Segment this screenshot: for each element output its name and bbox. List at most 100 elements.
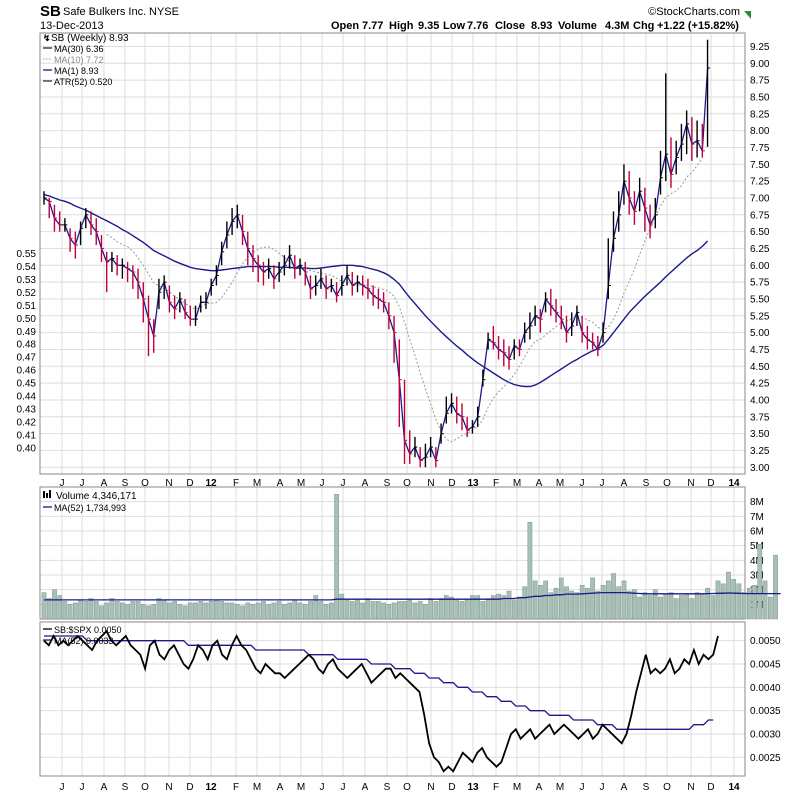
volume-bar [391,602,397,620]
price-marks [43,39,711,468]
volume-bar [585,587,590,620]
month-tick-label: J [80,782,85,793]
stockcharts-brand: ©StockCharts.com [648,6,740,18]
month-tick-label: 12 [205,478,217,489]
ratio-tick-label: 0.0030 [750,730,781,741]
month-tick-label: J [320,782,325,793]
price-x-axis: J J A S O N D 12 F M A M J J A S O N D 13 F M A M J J A S O N D 14 [60,478,740,489]
volume-bar [67,604,73,620]
price-tick-label: 7.50 [750,160,770,171]
month-tick-label: A [621,782,628,793]
ratio-marks [43,629,719,773]
volume-bar [689,598,695,620]
volume-bar [611,573,616,620]
high-label: High [389,20,414,32]
volume-bar [376,601,381,620]
month-tick-label: J [600,478,605,489]
volume-bar [464,599,470,620]
volume-title: Volume 4,346,171 [56,491,137,502]
month-tick-label: J [60,782,65,793]
volume-bar [302,604,308,620]
volume-bar [172,601,177,620]
month-tick-label: A [101,478,108,489]
volume-bar [250,604,256,620]
volume-bar [423,604,428,620]
price-tick-label: 8.50 [750,92,770,103]
price-tick-label: 4.50 [750,362,770,373]
atr-tick-label: 0.40 [17,444,37,455]
atr-tick-label: 0.45 [17,379,37,390]
volume-bar [470,595,475,620]
month-tick-label: N [427,478,434,489]
volume-bar [490,595,496,620]
month-tick-label: J [320,478,325,489]
volume-bar [522,586,528,620]
month-tick-label: M [297,782,305,793]
volume-bar [271,602,277,620]
volume-bar [386,604,392,620]
volume-bar [208,601,214,620]
volume-bar [652,589,658,620]
volume-bar [355,599,360,620]
symbol: SB [40,3,61,20]
volume-bar [767,596,773,620]
volume-ma-line [44,591,781,601]
volume-bar [747,587,752,620]
volume-bar [590,577,595,620]
volume-bar [329,602,334,620]
ratio-x-axis: J J A S O N D 12 F M A M J J A S O N D 13 F M A M J J A S O N D 14 [60,782,740,793]
volume-bar [135,601,141,620]
month-tick-label: 14 [728,478,740,489]
price-right-axis: 3.00 3.25 3.50 3.75 4.00 4.25 4.50 4.75 5.00 5.25… [750,42,770,474]
change-label: Chg [633,20,654,32]
volume-bar [762,580,768,620]
month-tick-label: S [122,478,129,489]
volume-legend: Volume 4,346,171 MA(52) 1,734,993 [43,490,137,513]
volume-bar [130,601,136,620]
volume-bar [647,595,653,620]
high-value: 9.35 [418,20,439,32]
close-value: 8.93 [531,20,552,32]
price-tick-label: 6.75 [750,210,770,221]
volume-bar [177,604,183,620]
chart-date: 13-Dec-2013 [40,20,104,32]
volume-bar [125,604,130,620]
month-tick-label: D [707,782,714,793]
month-tick-label: M [513,478,521,489]
price-tick-label: 3.75 [750,412,770,423]
legend-ma1: MA(1) 8.93 [54,66,99,76]
volume-bar [266,604,272,620]
volume-bar [757,543,763,620]
ohlc-icon: ↯ [43,33,51,43]
volume-bar [41,592,47,620]
volume-bar [459,601,465,620]
volume-bar [224,602,230,620]
volume-bar [93,601,99,620]
price-tick-label: 9.25 [750,42,770,53]
month-tick-label: F [233,478,239,489]
volume-tick-label: 6M [750,527,764,538]
volume-bar [292,599,298,620]
volume-bar [668,592,674,620]
month-tick-label: J [600,782,605,793]
month-tick-label: A [277,782,284,793]
volume-bar [428,598,433,620]
price-legend: ↯ SB (Weekly) 8.93 MA(30) 6.36 MA(10) 7.… [43,33,129,87]
volume-bar [146,605,151,620]
volume-bar [240,605,245,620]
volume-value: 4.3M [605,20,629,32]
ratio-axis: 0.0025 0.0030 0.0035 0.0040 0.0045 0.0050 [750,636,781,764]
month-tick-label: O [403,782,411,793]
volume-bar [229,602,235,620]
month-tick-label: A [277,478,284,489]
volume-bar [381,602,386,620]
volume-bar [574,592,580,620]
volume-bar [626,590,632,620]
ma1-line [43,67,709,463]
month-tick-label: O [141,782,149,793]
atr-tick-label: 0.54 [17,262,37,273]
legend-ma30: MA(30) 6.36 [54,44,104,54]
volume-bar [187,602,193,620]
volume-tick-label: 8M [750,497,764,508]
volume-bar [203,602,209,620]
